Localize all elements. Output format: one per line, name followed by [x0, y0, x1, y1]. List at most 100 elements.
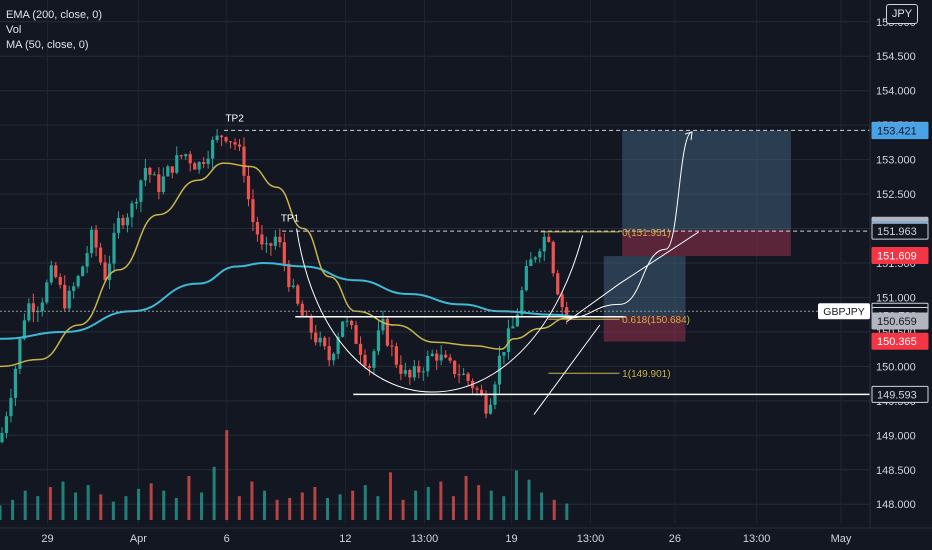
volume-bar	[489, 490, 493, 520]
candle-body	[448, 357, 452, 361]
candle-body	[31, 303, 35, 313]
candle-body	[98, 247, 103, 263]
volume-bar	[426, 487, 430, 520]
fib-label: 1(149.901)	[622, 369, 670, 380]
candle-body	[296, 285, 300, 304]
candle-body	[462, 373, 466, 375]
candle-body	[54, 265, 58, 278]
indicator-legend: EMA (200, close, 0) Vol MA (50, close, 0…	[6, 8, 102, 53]
candle-body	[309, 315, 313, 333]
candle-body	[318, 337, 322, 343]
volume-bar	[414, 490, 418, 520]
candle-body	[107, 263, 112, 281]
candle-body	[197, 162, 201, 170]
annotation-label: TP1	[281, 214, 300, 225]
candle-body	[0, 433, 4, 443]
candle-body	[336, 336, 340, 354]
time-tick-label: 6	[224, 533, 230, 545]
volume-bar	[225, 430, 229, 520]
candle-body	[421, 371, 425, 373]
volume-bar	[325, 498, 329, 520]
volume-bar	[401, 499, 405, 520]
candle-body	[372, 351, 376, 368]
volume-bar	[351, 490, 355, 520]
volume-bar	[376, 496, 380, 520]
volume-bar	[300, 492, 304, 520]
price-tick-label: 149.000	[876, 430, 916, 442]
candle-body	[175, 155, 179, 173]
candle-body	[278, 236, 282, 243]
symbol-tag	[818, 303, 870, 320]
legend-ema200[interactable]: EMA (200, close, 0)	[6, 9, 102, 21]
volume-bar	[162, 490, 166, 520]
price-tag-label: 151.609	[877, 250, 917, 262]
price-tick-label: 152.500	[876, 189, 916, 201]
candle-body	[399, 364, 403, 374]
volume-bar	[250, 481, 254, 520]
time-tick-label: May	[831, 533, 852, 545]
projection-arrow	[566, 131, 693, 319]
candle-body	[390, 345, 394, 347]
currency-button[interactable]: JPY	[886, 4, 918, 24]
volume-bar	[212, 466, 216, 520]
legend-volume[interactable]: Vol	[6, 24, 22, 36]
candle-body	[76, 276, 80, 287]
candle-body	[466, 373, 470, 381]
candle-body	[412, 366, 416, 378]
candle-body	[246, 175, 251, 200]
candle-body	[103, 262, 107, 281]
candle-body	[488, 404, 493, 414]
time-tick-label: 13:00	[411, 533, 439, 545]
candle-body	[157, 174, 161, 193]
candle-body	[529, 259, 533, 267]
candle-body	[116, 217, 121, 233]
candle-body	[403, 369, 407, 374]
candle-body	[233, 142, 237, 145]
candle-body	[453, 360, 457, 375]
candle-body	[417, 366, 421, 373]
candle-body	[515, 314, 519, 327]
price-tag-label: 149.593	[877, 389, 917, 401]
candle-body	[394, 346, 398, 365]
candle-body	[385, 319, 390, 346]
candle-body	[188, 154, 192, 164]
volume-bar	[288, 498, 292, 520]
candle-body	[237, 144, 242, 147]
candle-body	[358, 343, 363, 355]
candle-body	[565, 307, 569, 316]
volume-bar	[74, 492, 78, 520]
volume-bar	[137, 488, 141, 520]
symbol-tag-label: GBPJPY	[823, 306, 864, 318]
candle-body	[81, 266, 85, 277]
candle-body	[408, 369, 412, 378]
legend-ma50[interactable]: MA (50, close, 0)	[6, 39, 89, 51]
volume-bar	[388, 472, 392, 520]
trend-line	[533, 324, 601, 415]
candle-body	[22, 320, 26, 339]
candle-body	[560, 294, 564, 308]
volume-bar	[439, 481, 443, 520]
candle-body	[273, 236, 277, 246]
price-tick-label: 151.000	[876, 292, 916, 304]
candle-body	[264, 243, 269, 245]
price-tag-label: 150.659	[877, 316, 917, 328]
candle-body	[269, 243, 273, 246]
price-tick-label: 148.500	[876, 465, 916, 477]
candle-body	[502, 351, 506, 356]
annotation-label: TP2	[225, 114, 244, 125]
candle-body	[18, 338, 22, 369]
candle-body	[242, 146, 246, 176]
candle-body	[457, 374, 461, 376]
candle-body	[179, 155, 183, 157]
time-tick-label: 13:00	[743, 533, 771, 545]
candle-body	[63, 284, 67, 309]
candle-body	[538, 251, 542, 258]
candle-body	[551, 241, 555, 274]
time-axis	[0, 528, 932, 550]
candle-body	[520, 290, 524, 315]
candle-body	[556, 273, 560, 295]
price-tick-label: 154.000	[876, 86, 916, 98]
volume-bar	[36, 496, 40, 520]
candle-body	[85, 253, 89, 267]
